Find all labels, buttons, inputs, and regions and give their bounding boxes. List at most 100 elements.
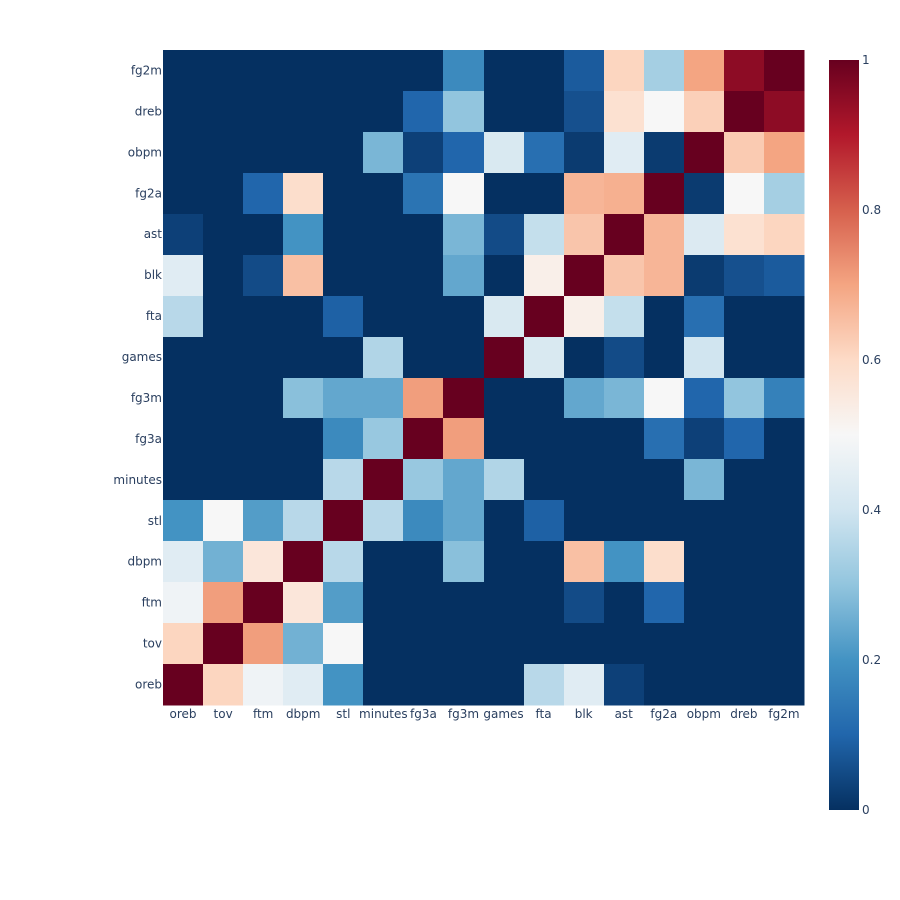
heatmap-cell-fg3a-fg3m [443, 418, 485, 460]
heatmap-cell-dbpm-oreb [163, 541, 204, 583]
heatmap-cell-ftm-fg2m [764, 582, 805, 624]
heatmap-cell-dreb-fg3a [403, 91, 444, 133]
heatmap-cell-dreb-fg3m [443, 91, 485, 133]
x-tick-label-fg2a: fg2a [650, 707, 677, 721]
heatmap-cell-tov-fg3m [443, 623, 485, 665]
heatmap-cell-dreb-minutes [363, 91, 404, 133]
heatmap-cell-fg2m-ast [604, 50, 645, 92]
heatmap-cell-minutes-games [484, 459, 525, 501]
heatmap-cell-ftm-fg3a [403, 582, 444, 624]
heatmap-cell-ast-minutes [363, 214, 404, 256]
y-tick-label-tov: tov [143, 637, 162, 651]
heatmap-cell-games-fg3m [443, 337, 485, 379]
heatmap-cell-ast-oreb [163, 214, 204, 256]
heatmap-cell-fg3m-oreb [163, 378, 204, 419]
heatmap-cell-tov-stl [323, 623, 364, 665]
heatmap-cell-ftm-games [484, 582, 525, 624]
x-tick-label-obpm: obpm [687, 707, 721, 721]
y-tick-label-blk: blk [144, 268, 162, 282]
heatmap-cell-fg2a-ftm [243, 173, 284, 215]
heatmap-cell-stl-oreb [163, 500, 204, 542]
heatmap-cell-fta-ftm [243, 296, 284, 338]
heatmap-cell-fg2m-games [484, 50, 525, 92]
heatmap-cell-oreb-fta [524, 664, 565, 706]
colorbar-gradient [829, 60, 859, 810]
heatmap-cell-obpm-dreb [724, 132, 765, 174]
heatmap-cell-fg3m-fg2a [644, 378, 685, 419]
heatmap-cell-blk-fg3a [403, 255, 444, 297]
heatmap-cell-blk-tov [203, 255, 244, 297]
y-tick-label-fg3m: fg3m [131, 391, 162, 405]
heatmap-cell-ast-stl [323, 214, 364, 256]
heatmap-cell-fg3m-dreb [724, 378, 765, 419]
heatmap-cell-fta-blk [564, 296, 605, 338]
x-tick-label-fg3m: fg3m [448, 707, 479, 721]
heatmap-cell-fg3a-ast [604, 418, 645, 460]
heatmap-cell-games-fg2m [764, 337, 805, 379]
heatmap-cell-games-games [484, 337, 525, 379]
x-tick-label-ast: ast [615, 707, 634, 721]
heatmap-cell-obpm-ast [604, 132, 645, 174]
colorbar: 0 0.2 0.4 0.6 0.8 1 [829, 53, 881, 817]
heatmap-cell-oreb-fg2m [764, 664, 805, 706]
heatmap-cell-tov-fta [524, 623, 565, 665]
heatmap-cell-ast-ftm [243, 214, 284, 256]
y-tick-label-oreb: oreb [135, 678, 162, 692]
heatmap-cell-oreb-dreb [724, 664, 765, 706]
heatmap-cell-games-obpm [684, 337, 725, 379]
heatmap-cell-obpm-stl [323, 132, 364, 174]
heatmap-cell-ftm-fta [524, 582, 565, 624]
heatmap-cell-fg3a-obpm [684, 418, 725, 460]
colorbar-tick-0.8: 0.8 [862, 203, 881, 217]
heatmap-cell-tov-blk [564, 623, 605, 665]
heatmap-cell-fg2m-fg2m [764, 50, 805, 92]
heatmap-cell-ast-blk [564, 214, 605, 256]
colorbar-tick-1: 1 [862, 53, 870, 67]
heatmap-cell-fg3m-minutes [363, 378, 404, 419]
heatmap-cell-minutes-fg2m [764, 459, 805, 501]
heatmap-cell-fta-dreb [724, 296, 765, 338]
heatmap-cell-obpm-blk [564, 132, 605, 174]
heatmap-cell-fg3m-fg3a [403, 378, 444, 419]
heatmap-cell-games-fg2a [644, 337, 685, 379]
x-tick-label-games: games [483, 707, 523, 721]
heatmap-cell-ftm-minutes [363, 582, 404, 624]
colorbar-tick-0.6: 0.6 [862, 353, 881, 367]
y-tick-label-dbpm: dbpm [127, 555, 162, 569]
heatmap-cell-stl-obpm [684, 500, 725, 542]
heatmap-cell-ftm-ftm [243, 582, 284, 624]
heatmap-cell-fg2a-fg2m [764, 173, 805, 215]
heatmap-cell-oreb-obpm [684, 664, 725, 706]
x-axis-tick-labels: oreb tov ftm dbpm stl minutes fg3a fg3m games fta… [170, 707, 800, 721]
heatmap-cell-blk-fg2m [764, 255, 805, 297]
heatmap-cell-fg2m-oreb [163, 50, 204, 92]
heatmap-cell-blk-dbpm [283, 255, 324, 297]
heatmap-cell-fg2m-dbpm [283, 50, 324, 92]
heatmap-cell-fg3a-fg2a [644, 418, 685, 460]
heatmap-cell-stl-dbpm [283, 500, 324, 542]
heatmap-cell-blk-oreb [163, 255, 204, 297]
y-tick-label-fg2m: fg2m [131, 63, 162, 77]
heatmap-cell-fg3a-dbpm [283, 418, 324, 460]
heatmap-cell-obpm-fg3m [443, 132, 485, 174]
heatmap-cell-minutes-fg2a [644, 459, 685, 501]
heatmap-cell-minutes-minutes [363, 459, 404, 501]
heatmap-cell-fg2a-dreb [724, 173, 765, 215]
heatmap-cell-fg3m-tov [203, 378, 244, 419]
heatmap-cell-ast-fta [524, 214, 565, 256]
heatmap-cell-blk-ftm [243, 255, 284, 297]
heatmap-cell-fg2a-stl [323, 173, 364, 215]
heatmap-cell-fta-stl [323, 296, 364, 338]
heatmap-cell-tov-obpm [684, 623, 725, 665]
y-tick-label-obpm: obpm [128, 145, 162, 159]
heatmap-cell-fta-fg2a [644, 296, 685, 338]
heatmap-cell-minutes-fg3a [403, 459, 444, 501]
heatmap-cell-fta-fta [524, 296, 565, 338]
heatmap-cell-minutes-blk [564, 459, 605, 501]
heatmap-cell-tov-oreb [163, 623, 204, 665]
heatmap-cell-fg2a-dbpm [283, 173, 324, 215]
heatmap-cell-fg3a-fg2m [764, 418, 805, 460]
heatmap-cell-dbpm-fg2m [764, 541, 805, 583]
heatmap-cell-fta-fg2m [764, 296, 805, 338]
heatmap-cell-fg3m-games [484, 378, 525, 419]
